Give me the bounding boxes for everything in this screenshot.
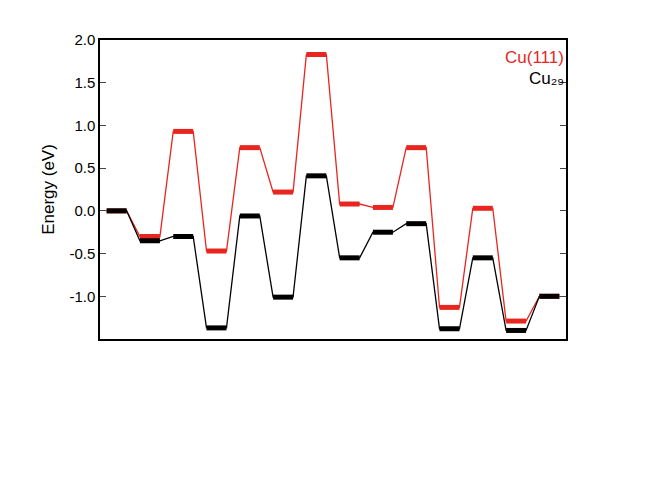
svg-text:-0.5: -0.5 [69,245,95,262]
svg-text:0.0: 0.0 [74,202,95,219]
svg-text:Cu(111): Cu(111) [505,48,564,67]
svg-text:0.5: 0.5 [74,159,95,176]
svg-text:Energy (eV): Energy (eV) [39,144,58,235]
svg-text:Cu₂₉: Cu₂₉ [529,69,564,88]
svg-text:2.0: 2.0 [74,31,95,48]
svg-text:-1.0: -1.0 [69,288,95,305]
svg-text:1.5: 1.5 [74,74,95,91]
svg-text:1.0: 1.0 [74,117,95,134]
